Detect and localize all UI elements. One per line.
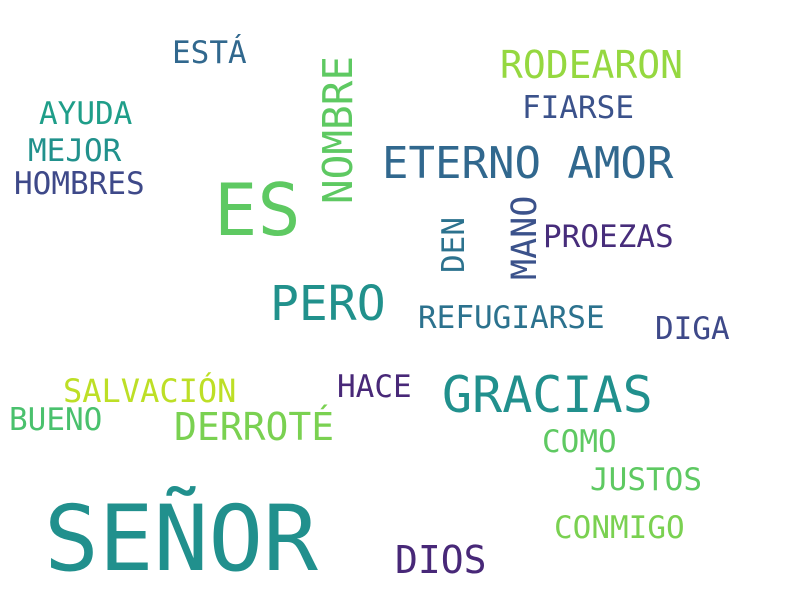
word-nombre: NOMBRE [314,55,362,204]
word-bueno: BUENO [9,402,103,438]
word-salvacion: SALVACIÓN [63,372,237,410]
word-ayuda: AYUDA [39,96,133,132]
word-mejor: MEJOR [28,133,122,169]
word-derrote: DERROTÉ [174,405,335,449]
word-eterno-amor: ETERNO AMOR [382,138,674,189]
word-refugiarse: REFUGIARSE [418,300,605,336]
word-proezas: PROEZAS [543,219,674,255]
word-fiarse: FIARSE [522,90,634,126]
word-es: ES [214,168,301,252]
word-conmigo: CONMIGO [554,510,685,546]
word-justos: JUSTOS [590,462,702,498]
word-esta: ESTÁ [172,35,247,71]
word-gracias: GRACIAS [442,366,653,424]
word-pero: PERO [270,276,386,332]
word-dios: DIOS [395,538,487,582]
word-mano: MANO [505,195,545,280]
word-rodearon: RODEARON [500,43,684,87]
word-den: DEN [436,217,472,273]
word-como: COMO [542,424,617,460]
word-diga: DIGA [655,311,730,347]
word-hace: HACE [337,369,412,405]
word-senor: SEÑOR [44,487,318,592]
word-hombres: HOMBRES [14,166,145,202]
